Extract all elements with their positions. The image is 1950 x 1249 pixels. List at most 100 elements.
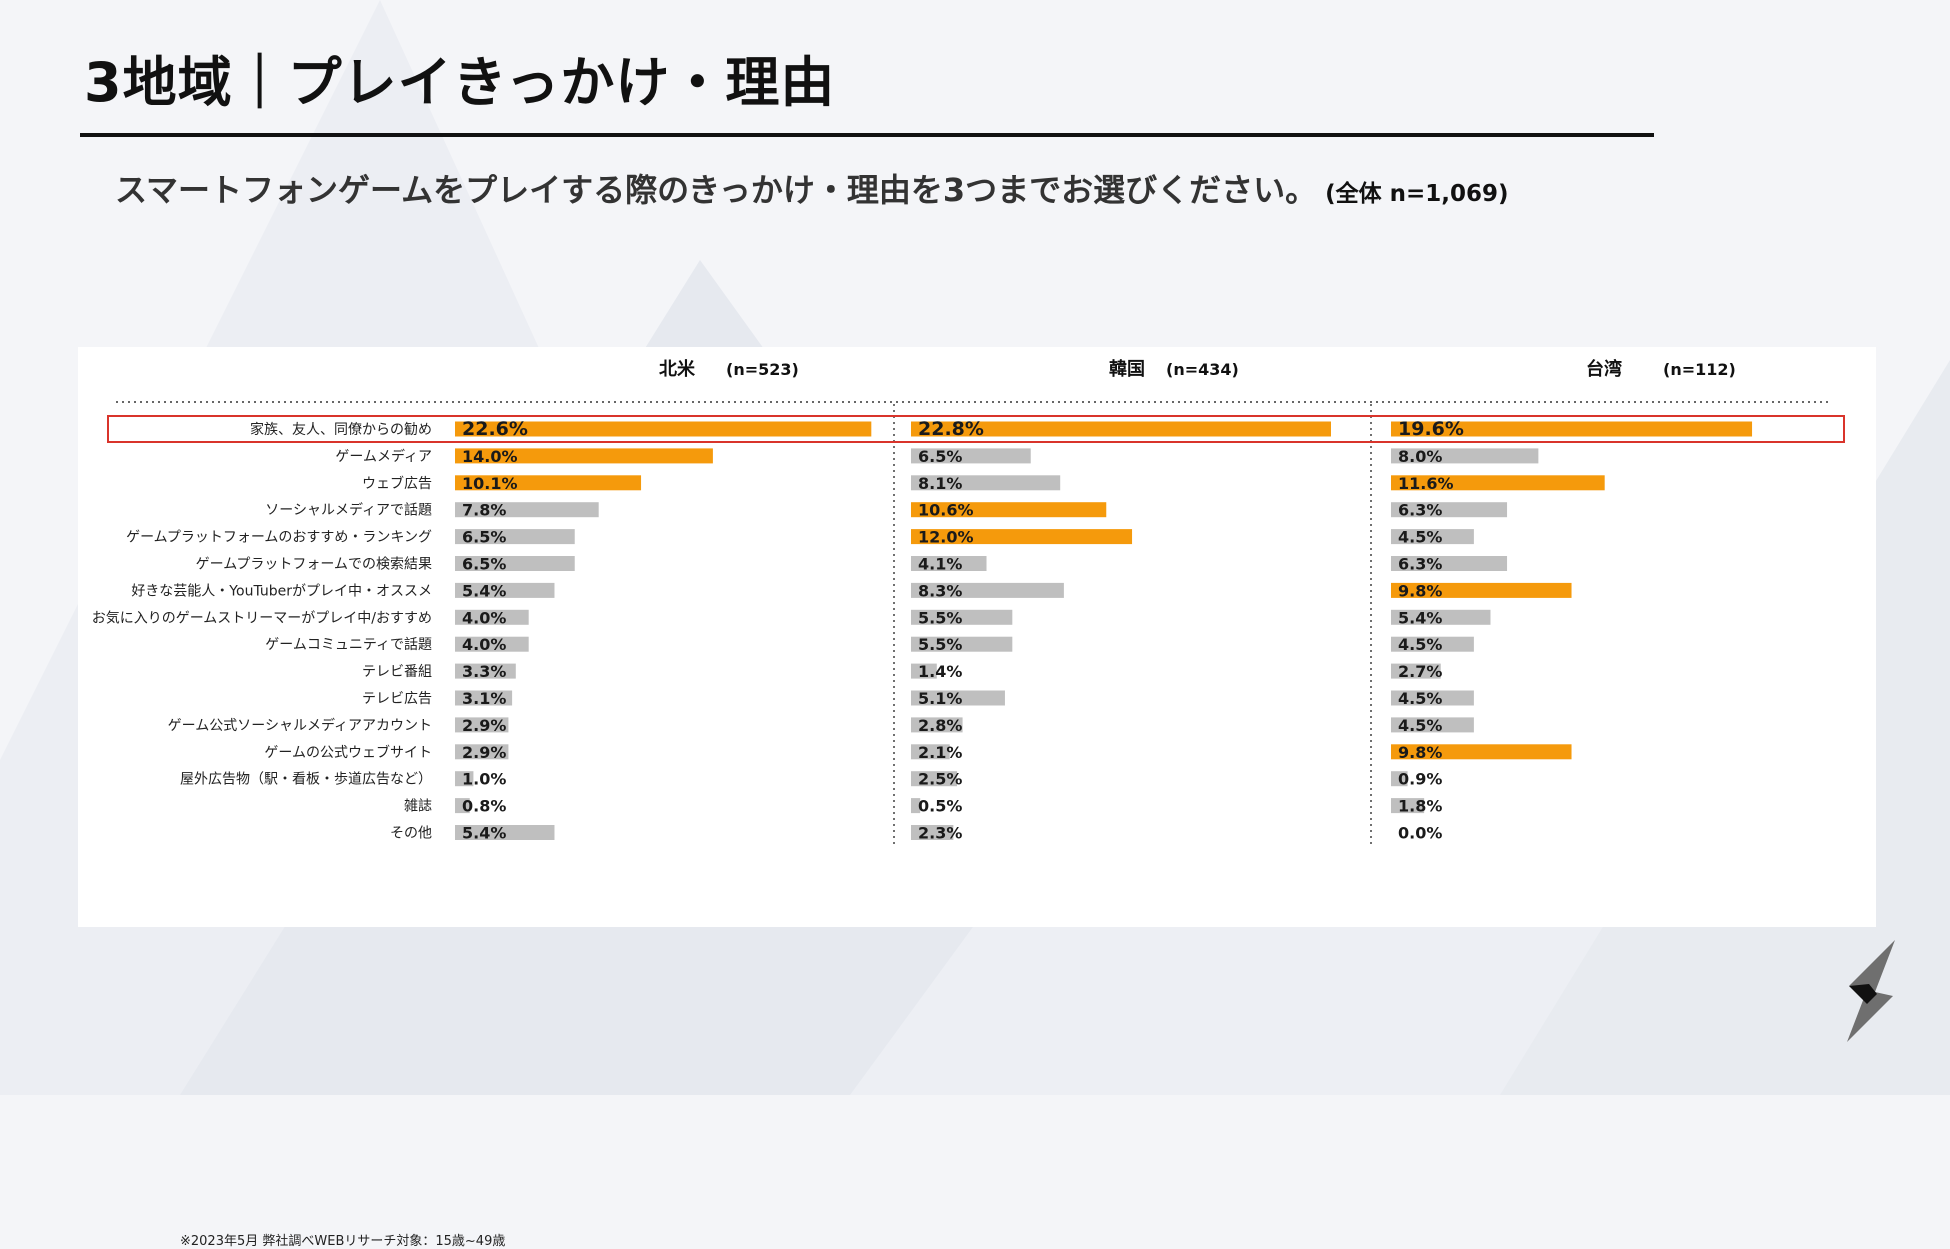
data-label: 1.8% <box>1398 797 1442 816</box>
highlight-frame <box>107 415 1845 443</box>
bar <box>911 636 1013 652</box>
bar <box>1391 663 1441 679</box>
bar <box>455 798 470 814</box>
bar <box>911 744 950 760</box>
data-label: 5.1% <box>918 689 962 708</box>
bar <box>1391 448 1539 464</box>
series-n-0: (n=523) <box>726 360 799 379</box>
category-label: ゲームプラットフォームでの検索結果 <box>196 556 432 573</box>
bar <box>1391 502 1508 518</box>
total-sample-size: (全体 n=1,069) <box>1325 181 1509 207</box>
series-n-2: (n=112) <box>1663 360 1736 379</box>
data-label: 5.5% <box>918 635 962 654</box>
series-header-0: 北米 <box>659 358 696 380</box>
survey-question: スマートフォンゲームをプレイする際のきっかけ・理由を3つまでお選びください。 (全… <box>115 165 1509 211</box>
bar <box>1391 744 1572 760</box>
bar <box>455 717 509 733</box>
bar <box>1391 556 1508 571</box>
category-label: ゲームの公式ウェブサイト <box>264 744 432 761</box>
data-label: 3.1% <box>462 689 506 708</box>
data-label: 4.5% <box>1398 528 1442 547</box>
bar <box>911 448 1031 464</box>
bar <box>911 663 937 679</box>
bar <box>455 529 575 545</box>
data-label: 22.8% <box>918 418 984 440</box>
data-label: 8.1% <box>918 474 962 493</box>
bar <box>1391 771 1408 787</box>
data-label: 14.0% <box>462 447 518 466</box>
data-label: 6.5% <box>462 528 506 547</box>
bar <box>455 771 474 787</box>
data-label: 2.9% <box>462 743 506 762</box>
bar <box>455 744 509 760</box>
bar <box>455 448 713 464</box>
data-label: 4.0% <box>462 635 506 654</box>
category-label: ウェブ広告 <box>362 475 432 492</box>
data-label: 11.6% <box>1398 474 1454 493</box>
data-label: 0.8% <box>462 797 506 816</box>
data-label: 0.0% <box>1398 824 1442 843</box>
data-label: 2.1% <box>918 743 962 762</box>
page-title: 3地域｜プレイきっかけ・理由 <box>84 51 836 114</box>
category-label: ゲーム公式ソーシャルメディアアカウント <box>168 717 432 734</box>
data-label: 2.7% <box>1398 662 1442 681</box>
bar <box>455 475 642 491</box>
data-label: 5.4% <box>462 581 506 600</box>
data-label: 7.8% <box>462 501 506 520</box>
data-label: 0.9% <box>1398 770 1442 789</box>
bar <box>455 502 599 518</box>
category-label: お気に入りのゲームストリーマーがプレイ中/おすすめ <box>92 610 432 626</box>
series-header-2: 台湾 <box>1586 358 1622 380</box>
bar <box>911 825 954 840</box>
bar <box>455 421 872 437</box>
category-label: 屋外広告物（駅・看板・歩道広告など） <box>180 772 432 788</box>
data-label: 6.3% <box>1398 555 1442 574</box>
data-label: 5.4% <box>1398 608 1442 627</box>
category-label: ゲームコミュニティで話題 <box>265 636 432 653</box>
data-label: 4.5% <box>1398 689 1442 708</box>
data-label: 1.0% <box>462 770 506 789</box>
data-label: 3.3% <box>462 662 506 681</box>
data-label: 4.5% <box>1398 716 1442 735</box>
bar <box>455 636 529 652</box>
bar <box>911 556 987 571</box>
category-label: ゲームメディア <box>335 448 432 465</box>
bar <box>455 582 555 598</box>
data-label: 2.9% <box>462 716 506 735</box>
title-divider <box>80 133 1654 137</box>
bar <box>455 690 513 706</box>
data-label: 5.5% <box>918 608 962 627</box>
bar <box>1391 609 1491 625</box>
category-label: その他 <box>390 826 432 842</box>
data-label: 8.0% <box>1398 447 1442 466</box>
data-label: 4.5% <box>1398 635 1442 654</box>
category-label: ゲームプラットフォームのおすすめ・ランキング <box>126 530 432 546</box>
data-label: 1.4% <box>918 662 962 681</box>
data-label: 0.5% <box>918 797 962 816</box>
series-n-1: (n=434) <box>1166 360 1239 379</box>
bar <box>911 529 1133 545</box>
bar <box>911 798 921 814</box>
bar <box>455 663 516 679</box>
bar <box>1391 529 1474 545</box>
bar <box>455 609 529 625</box>
category-label: 好きな芸能人・YouTuberがプレイ中・オススメ <box>131 583 432 599</box>
bar <box>455 825 555 840</box>
category-label: テレビ番組 <box>362 664 432 680</box>
category-label: 家族、友人、同僚からの勧め <box>250 421 432 438</box>
bar <box>1391 582 1572 598</box>
data-label: 4.1% <box>918 555 962 574</box>
category-label: ソーシャルメディアで話題 <box>265 502 432 519</box>
data-label: 4.0% <box>462 608 506 627</box>
bar <box>911 475 1061 491</box>
data-label: 10.6% <box>918 501 974 520</box>
chart-panel: 北米 (n=523) 韓国 (n=434) 台湾 (n=112) 家族、友人、同僚からの勧め… <box>78 347 1876 1249</box>
data-label: 2.8% <box>918 716 962 735</box>
data-label: 9.8% <box>1398 743 1442 762</box>
bar <box>1391 717 1474 733</box>
bar <box>1391 475 1605 491</box>
bar-chart: 北米 (n=523) 韓国 (n=434) 台湾 (n=112) 家族、友人、同僚からの勧め… <box>92 358 1845 845</box>
bar <box>455 556 575 571</box>
bar <box>1391 421 1753 437</box>
bar <box>911 771 958 787</box>
